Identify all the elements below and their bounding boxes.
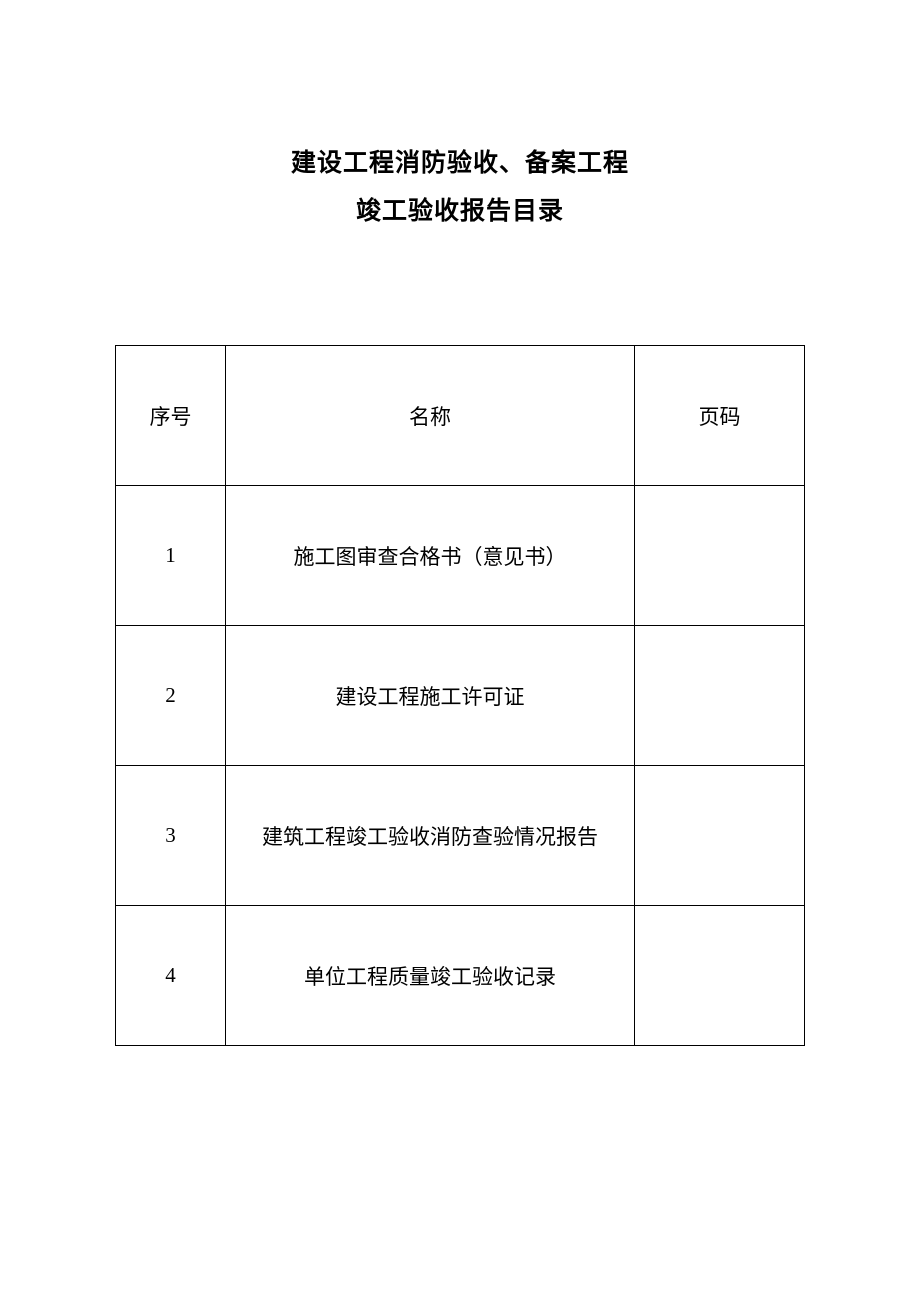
cell-seq: 2 — [116, 626, 226, 766]
cell-seq: 3 — [116, 766, 226, 906]
table-header-row: 序号 名称 页码 — [116, 346, 805, 486]
cell-name: 单位工程质量竣工验收记录 — [226, 906, 635, 1046]
col-header-page: 页码 — [635, 346, 805, 486]
cell-page — [635, 906, 805, 1046]
cell-page — [635, 766, 805, 906]
cell-name: 施工图审查合格书（意见书） — [226, 486, 635, 626]
document-page: 建设工程消防验收、备案工程 竣工验收报告目录 序号 名称 页码 1 施工图审查合… — [0, 0, 920, 1046]
cell-name: 建筑工程竣工验收消防查验情况报告 — [226, 766, 635, 906]
cell-page — [635, 486, 805, 626]
col-header-seq: 序号 — [116, 346, 226, 486]
title-line-1: 建设工程消防验收、备案工程 — [115, 140, 805, 188]
title-line-2: 竣工验收报告目录 — [115, 188, 805, 236]
table-row: 4 单位工程质量竣工验收记录 — [116, 906, 805, 1046]
table-row: 2 建设工程施工许可证 — [116, 626, 805, 766]
cell-seq: 1 — [116, 486, 226, 626]
cell-page — [635, 626, 805, 766]
table-row: 3 建筑工程竣工验收消防查验情况报告 — [116, 766, 805, 906]
cell-seq: 4 — [116, 906, 226, 1046]
cell-name: 建设工程施工许可证 — [226, 626, 635, 766]
col-header-name: 名称 — [226, 346, 635, 486]
toc-table: 序号 名称 页码 1 施工图审查合格书（意见书） 2 建设工程施工许可证 3 建… — [115, 345, 805, 1046]
title-block: 建设工程消防验收、备案工程 竣工验收报告目录 — [115, 140, 805, 235]
table-row: 1 施工图审查合格书（意见书） — [116, 486, 805, 626]
